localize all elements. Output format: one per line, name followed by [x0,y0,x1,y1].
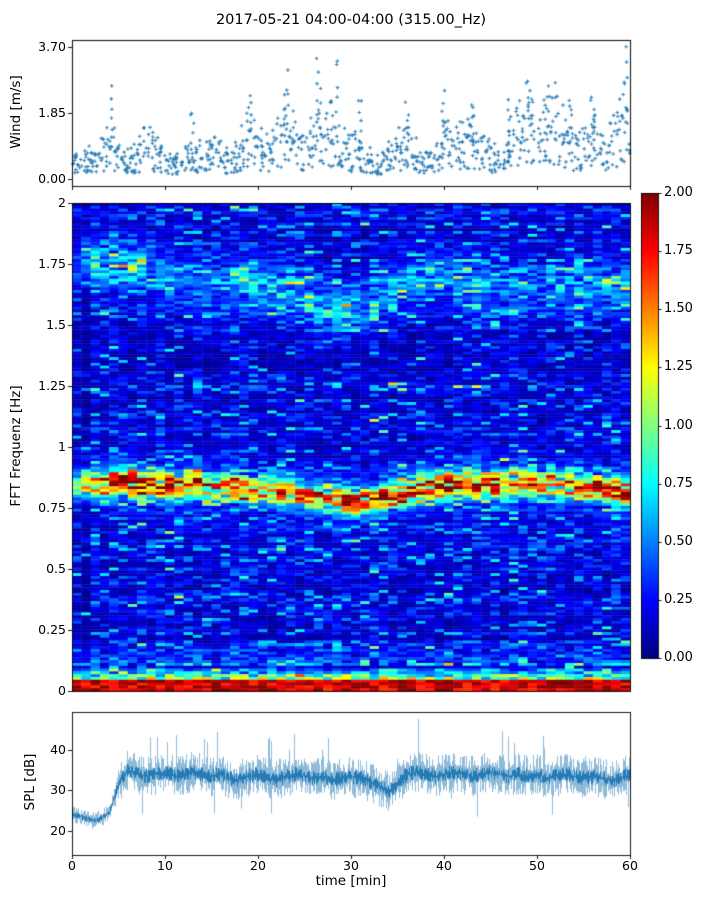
time-xtick-label: 0 [68,858,76,873]
time-xtick-label: 40 [436,858,452,873]
colorbar-tick-label: 1.50 [664,301,693,317]
fft-ytick-label: 0 [58,683,66,698]
colorbar-tick-label: 0.25 [664,591,693,607]
colorbar-tick-label: 0.50 [664,533,693,549]
time-axis-label: time [min] [315,873,387,889]
fft-ytick-label: 2 [58,195,66,210]
colorbar-tick-label: 1.25 [664,359,693,375]
colorbar-tick-label: 0.75 [664,475,693,491]
wind-ytick-label: 0.00 [38,171,66,187]
fft-ytick-label: 0.5 [46,561,66,576]
time-xtick-label: 60 [622,858,638,873]
fft-ytick-label: 0.25 [38,622,66,637]
wind-ytick-label: 1.85 [38,105,66,120]
colorbar-tick-label: 0.00 [664,650,693,665]
time-xtick-label: 20 [250,858,266,873]
fft-ytick-label: 1 [58,439,66,454]
colorbar-tick-label: 1.00 [664,417,693,433]
fft-ytick-label: 1.5 [46,317,66,332]
fft-ytick-label: 1.25 [38,378,66,393]
spl-ytick-label: 20 [50,822,66,838]
wind-ytick-label: 3.70 [38,38,66,54]
time-xtick-label: 50 [529,858,545,873]
figure-title: 2017-05-21 04:00-04:00 (315.00_Hz) [215,12,487,28]
fft-ytick-label: 0.75 [38,500,66,515]
spl-ytick-label: 40 [50,741,66,757]
time-xtick-label: 10 [157,858,173,873]
colorbar-tick-label: 2.00 [664,185,693,200]
colorbar-tick-label: 1.75 [664,243,693,259]
fft-ytick-label: 1.75 [38,256,66,271]
spl-ytick-label: 30 [50,782,66,798]
time-xtick-label: 30 [343,858,359,873]
